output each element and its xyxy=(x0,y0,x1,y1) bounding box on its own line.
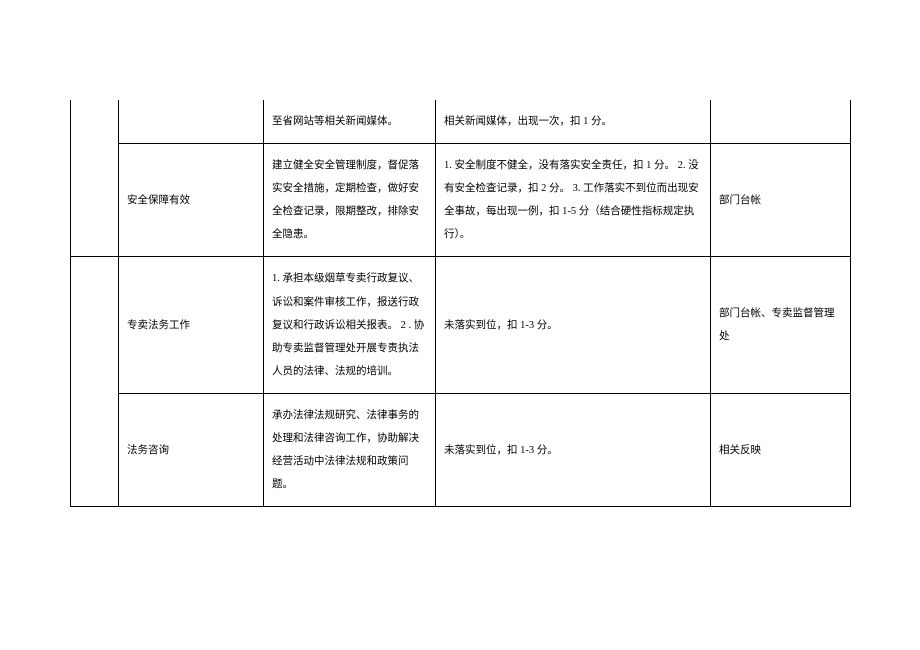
cell: 相关新闻媒体，出现一次，扣 1 分。 xyxy=(436,100,711,144)
cell: 至省网站等相关新闻媒体。 xyxy=(264,100,436,144)
cell: 相关反映 xyxy=(711,393,851,506)
cell: 承办法律法规研究、法律事务的处理和法律咨询工作，协助解决经营活动中法律法规和政策… xyxy=(264,393,436,506)
cell: 部门台帐、专卖监督管理处 xyxy=(711,257,851,393)
cell: 安全保障有效 xyxy=(119,144,264,257)
evaluation-table: 至省网站等相关新闻媒体。 相关新闻媒体，出现一次，扣 1 分。 安全保障有效 建… xyxy=(70,100,851,507)
cell: 部门台帐 xyxy=(711,144,851,257)
cell: 专卖法务工作 xyxy=(119,257,264,393)
cell-blank xyxy=(71,257,119,507)
cell: 未落实到位，扣 1-3 分。 xyxy=(436,257,711,393)
cell xyxy=(119,100,264,144)
cell: 法务咨询 xyxy=(119,393,264,506)
cell-blank xyxy=(71,100,119,257)
table-row: 法务咨询 承办法律法规研究、法律事务的处理和法律咨询工作，协助解决经营活动中法律… xyxy=(71,393,851,506)
cell: 建立健全安全管理制度，督促落实安全措施，定期检查，做好安全检查记录，限期整改，排… xyxy=(264,144,436,257)
cell: 1. 安全制度不健全，没有落实安全责任，扣 1 分。 2. 没有安全检查记录，扣… xyxy=(436,144,711,257)
table-row: 安全保障有效 建立健全安全管理制度，督促落实安全措施，定期检查，做好安全检查记录… xyxy=(71,144,851,257)
table-row: 专卖法务工作 1. 承担本级烟草专卖行政复议、诉讼和案件审核工作，报送行政复议和… xyxy=(71,257,851,393)
table-row: 至省网站等相关新闻媒体。 相关新闻媒体，出现一次，扣 1 分。 xyxy=(71,100,851,144)
cell: 1. 承担本级烟草专卖行政复议、诉讼和案件审核工作，报送行政复议和行政诉讼相关报… xyxy=(264,257,436,393)
cell xyxy=(711,100,851,144)
cell: 未落实到位，扣 1-3 分。 xyxy=(436,393,711,506)
